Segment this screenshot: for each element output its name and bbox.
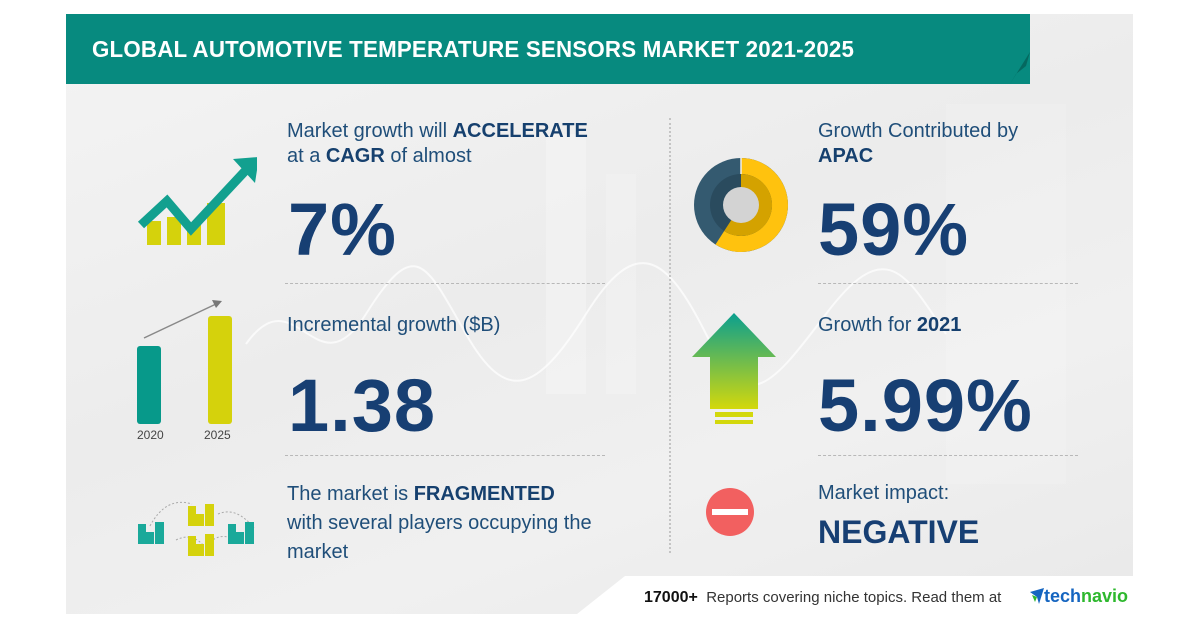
cagr-label: Market growth will ACCELERATE at a CAGR … xyxy=(287,120,588,167)
minus-circle-icon xyxy=(706,488,754,536)
impact-label: Market impact: xyxy=(818,482,950,504)
page-title: GLOBAL AUTOMOTIVE TEMPERATURE SENSORS MA… xyxy=(92,36,855,62)
technavio-logo-link[interactable]: technavio xyxy=(1030,586,1128,607)
yoy-label: Growth for 2021 xyxy=(818,314,962,336)
region-value: 59% xyxy=(818,188,970,271)
region-label: Growth Contributed by APAC xyxy=(818,120,1019,167)
footer-promo: 17000+ Reports covering niche topics. Re… xyxy=(644,589,1002,606)
infographic-panel xyxy=(66,14,1133,614)
divider-line xyxy=(285,455,605,456)
fragmented-label: The market is FRAGMENTED with several pl… xyxy=(287,483,592,563)
yoy-value: 5.99% xyxy=(818,364,1033,447)
up-arrow-icon xyxy=(692,313,776,424)
background-decoration xyxy=(245,104,1066,484)
column-divider xyxy=(669,118,671,553)
incremental-value: 1.38 xyxy=(288,364,437,447)
growth-chart-icon xyxy=(137,157,257,245)
title-banner: GLOBAL AUTOMOTIVE TEMPERATURE SENSORS MA… xyxy=(66,14,1030,84)
divider-line xyxy=(285,283,605,284)
divider-line xyxy=(818,455,1078,456)
cagr-value: 7% xyxy=(288,188,397,271)
bar-label-2025: 2025 xyxy=(204,428,231,442)
footer-tab xyxy=(577,576,1133,614)
incremental-label: Incremental growth ($B) xyxy=(287,314,501,336)
bar-label-2020: 2020 xyxy=(137,428,164,442)
impact-value: NEGATIVE xyxy=(818,514,980,550)
divider-line xyxy=(818,283,1078,284)
technavio-logo-icon xyxy=(1030,588,1044,604)
bar-comparison-icon xyxy=(137,300,232,424)
banner-fold xyxy=(1010,14,1030,84)
donut-chart-icon xyxy=(694,158,788,252)
buildings-network-icon xyxy=(138,501,255,556)
